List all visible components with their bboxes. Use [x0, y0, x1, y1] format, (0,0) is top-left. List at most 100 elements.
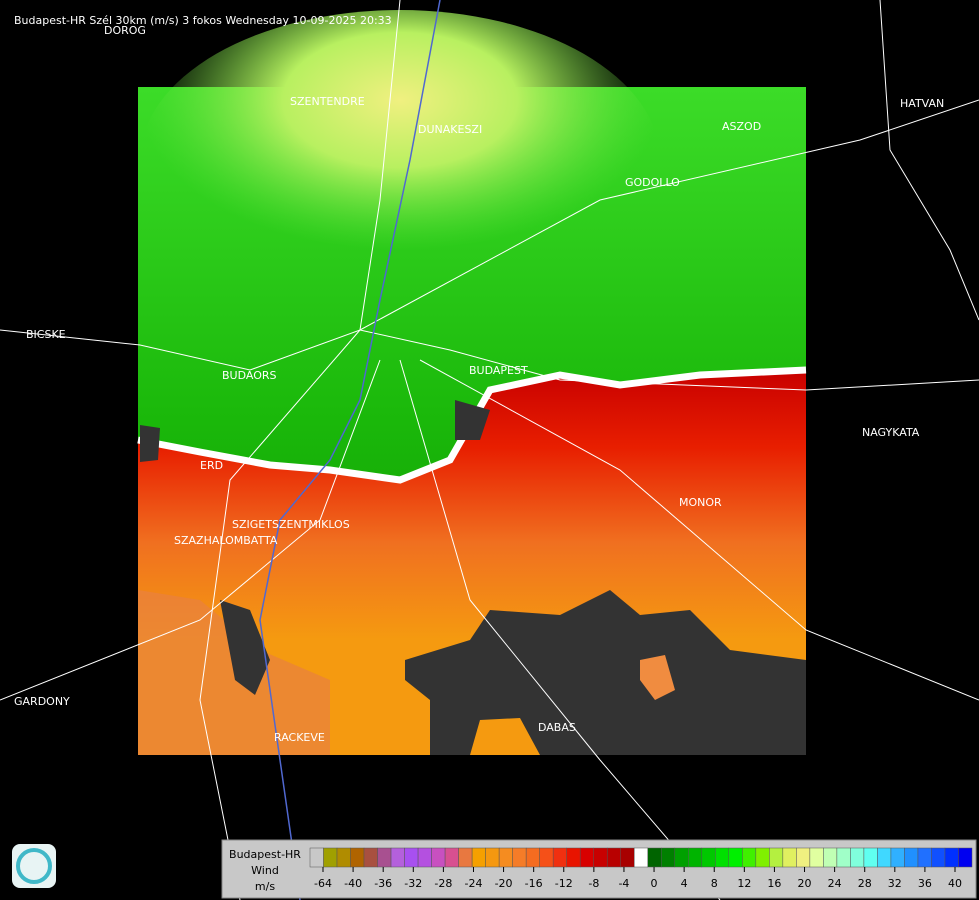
legend-swatch: [647, 847, 662, 868]
legend-swatch: [863, 847, 878, 868]
legend-swatch: [904, 847, 919, 868]
legend-variable: Wind: [251, 864, 279, 877]
legend-swatch: [688, 847, 703, 868]
legend-swatch: [917, 847, 932, 868]
field-yellow: [140, 10, 660, 310]
legend-tick-label: -36: [374, 877, 392, 890]
legend-tick-label: 40: [948, 877, 962, 890]
legend-swatch: [823, 847, 838, 868]
road: [0, 329, 979, 391]
place-label: HATVAN: [900, 97, 944, 110]
legend-tick-label: -12: [555, 877, 573, 890]
legend-swatch: [458, 847, 473, 868]
no-data: [455, 400, 490, 440]
place-label: ERD: [200, 459, 223, 472]
legend-tick-label: 4: [681, 877, 688, 890]
map-title: Budapest-HR Szél 30km (m/s) 3 fokos Wedn…: [14, 14, 392, 27]
place-label: BUDAORS: [222, 369, 277, 382]
legend-tick-label: -20: [495, 877, 513, 890]
legend-swatch: [593, 847, 608, 868]
legend-swatch: [809, 847, 824, 868]
legend-swatch: [742, 847, 757, 868]
legend-swatch: [525, 847, 540, 868]
danube: [259, 0, 441, 900]
legend-swatch: [701, 847, 716, 868]
legend-swatch: [350, 847, 365, 868]
legend-swatch: [931, 847, 946, 868]
legend-swatch: [782, 847, 797, 868]
river: [259, 0, 441, 900]
place-label: ASZOD: [722, 120, 761, 133]
field-orange: [640, 655, 675, 700]
legend-swatch: [836, 847, 851, 868]
legend-tick-label: -28: [434, 877, 452, 890]
place-label: DUNAKESZI: [418, 123, 482, 136]
legend-swatch: [566, 847, 581, 868]
road: [0, 359, 381, 701]
legend-swatch: [633, 847, 649, 868]
legend-tick-label: -8: [588, 877, 599, 890]
road: [359, 0, 401, 331]
legend-swatch: [417, 847, 432, 868]
legend-swatch: [796, 847, 811, 868]
legend-swatch: [377, 847, 392, 868]
legend-swatch: [363, 847, 378, 868]
place-label: BUDAPEST: [469, 364, 528, 377]
place-label: NAGYKATA: [862, 426, 920, 439]
place-label: MONOR: [679, 496, 722, 509]
road: [199, 329, 361, 900]
legend-unit: m/s: [255, 880, 275, 893]
legend-tick-label: 20: [798, 877, 812, 890]
place-label: GARDONY: [14, 695, 70, 708]
legend-swatch: [552, 847, 567, 868]
legend-swatch: [498, 847, 513, 868]
place-label: SZAZHALOMBATTA: [174, 534, 278, 547]
legend-swatch: [404, 847, 419, 868]
logo-mark: [16, 848, 52, 884]
road: [879, 0, 979, 321]
legend-tick-label: -4: [618, 877, 629, 890]
legend-swatch: [444, 847, 459, 868]
legend-swatch: [606, 847, 621, 868]
legend-swatch: [850, 847, 865, 868]
legend-title: Budapest-HR: [229, 848, 301, 861]
legend-tick-label: -32: [404, 877, 422, 890]
place-label: SZIGETSZENTMIKLOS: [232, 518, 350, 531]
legend-swatch: [512, 847, 527, 868]
legend-swatch: [661, 847, 676, 868]
legend-tick-label: 0: [651, 877, 658, 890]
road: [419, 359, 979, 701]
legend-swatch: [579, 847, 594, 868]
legend-swatch: [539, 847, 554, 868]
legend-swatch: [431, 847, 446, 868]
place-label: BICSKE: [26, 328, 66, 341]
legend-tick-label: 8: [711, 877, 718, 890]
legend-swatch: [944, 847, 959, 868]
legend-swatch: [323, 847, 338, 868]
place-labels: DOROG SZENTENDRE DUNAKESZI ASZOD HATVAN GODOL…: [14, 24, 969, 897]
no-data: [405, 590, 806, 755]
legend-swatch: [877, 847, 892, 868]
place-label: GODOLLO: [625, 176, 680, 189]
legend-tick-label: 12: [737, 877, 751, 890]
legend-swatch: [715, 847, 730, 868]
place-label: DABAS: [538, 721, 576, 734]
legend-tick-label: 16: [767, 877, 781, 890]
legend-tick-label: 24: [828, 877, 842, 890]
legend-swatch: [390, 847, 405, 868]
road: [359, 99, 979, 331]
logo: [12, 844, 56, 888]
legend-swatch: [309, 847, 324, 868]
road: [399, 359, 721, 900]
radar-field: [137, 10, 807, 755]
no-data: [220, 600, 270, 695]
legend-swatch: [769, 847, 784, 868]
legend-tick-label: 32: [888, 877, 902, 890]
legend-swatch: [674, 847, 689, 868]
legend-swatch: [958, 847, 973, 868]
legend-swatch: [485, 847, 500, 868]
place-label: DOROG: [104, 24, 146, 37]
